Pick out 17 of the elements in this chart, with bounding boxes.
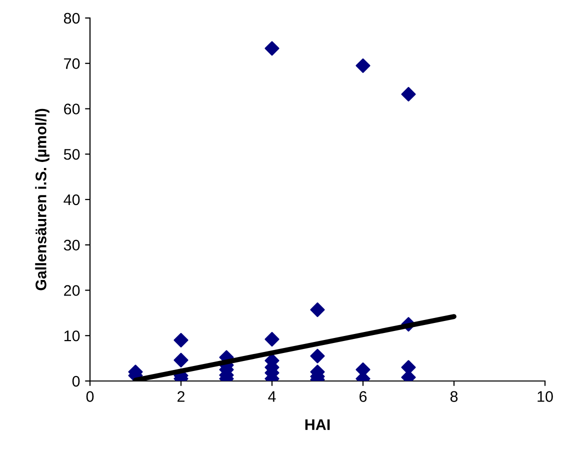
x-tick-label: 8 [450,391,458,402]
y-tick-label: 0 [72,376,80,387]
y-tick-label: 60 [64,104,80,114]
y-tick-label: 80 [64,12,80,24]
y-axis-title: Gallensäuren i.S. (µmol/l) [35,108,50,290]
y-tick-label: 20 [64,285,80,296]
x-tick-label: 0 [86,391,94,402]
y-tick-label: 30 [64,240,80,251]
y-tick-label: 50 [64,148,80,160]
y-tick-label: 70 [64,58,80,70]
y-tick-label: 10 [64,330,80,342]
x-tick-label: 2 [178,391,184,402]
x-tick-label: 4 [268,391,276,402]
x-tick-label: 10 [538,391,553,402]
y-tick-label: 40 [64,194,80,206]
x-tick-label: 6 [360,391,367,402]
x-axis-title: HAI [305,419,330,430]
